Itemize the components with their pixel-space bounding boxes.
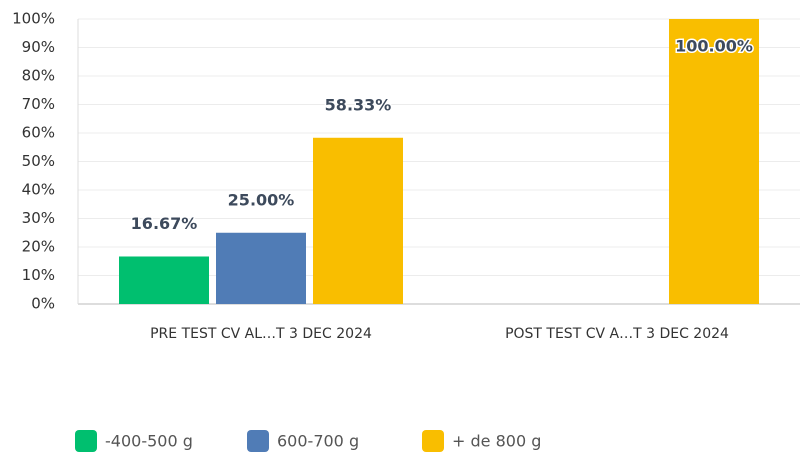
legend-swatch bbox=[422, 430, 444, 452]
bar bbox=[216, 232, 306, 304]
y-tick-label: 80% bbox=[22, 67, 55, 85]
y-tick-label: 50% bbox=[22, 152, 55, 170]
x-tick-label: POST TEST CV A…T 3 DEC 2024 bbox=[505, 326, 729, 342]
legend-label: + de 800 g bbox=[452, 432, 541, 451]
y-tick-label: 100% bbox=[12, 10, 55, 28]
legend-swatch bbox=[75, 430, 97, 452]
y-tick-label: 30% bbox=[22, 209, 55, 227]
bar bbox=[313, 137, 403, 304]
y-tick-label: 60% bbox=[22, 124, 55, 142]
y-tick-label: 10% bbox=[22, 266, 55, 284]
legend-swatch bbox=[247, 430, 269, 452]
data-label: 58.33% bbox=[325, 95, 392, 114]
y-tick-label: 20% bbox=[22, 238, 55, 256]
x-tick-label: PRE TEST CV AL…T 3 DEC 2024 bbox=[150, 326, 372, 342]
data-label: 16.67% bbox=[131, 214, 198, 233]
legend-label: 600-700 g bbox=[277, 432, 359, 451]
bar bbox=[669, 19, 759, 304]
y-tick-label: 0% bbox=[31, 295, 55, 313]
y-tick-label: 90% bbox=[22, 38, 55, 56]
bar bbox=[119, 256, 209, 304]
legend-label: -400-500 g bbox=[105, 432, 193, 451]
y-tick-label: 70% bbox=[22, 95, 55, 113]
data-label: 100.00% bbox=[675, 37, 753, 56]
y-tick-label: 40% bbox=[22, 181, 55, 199]
data-label: 25.00% bbox=[228, 190, 295, 209]
